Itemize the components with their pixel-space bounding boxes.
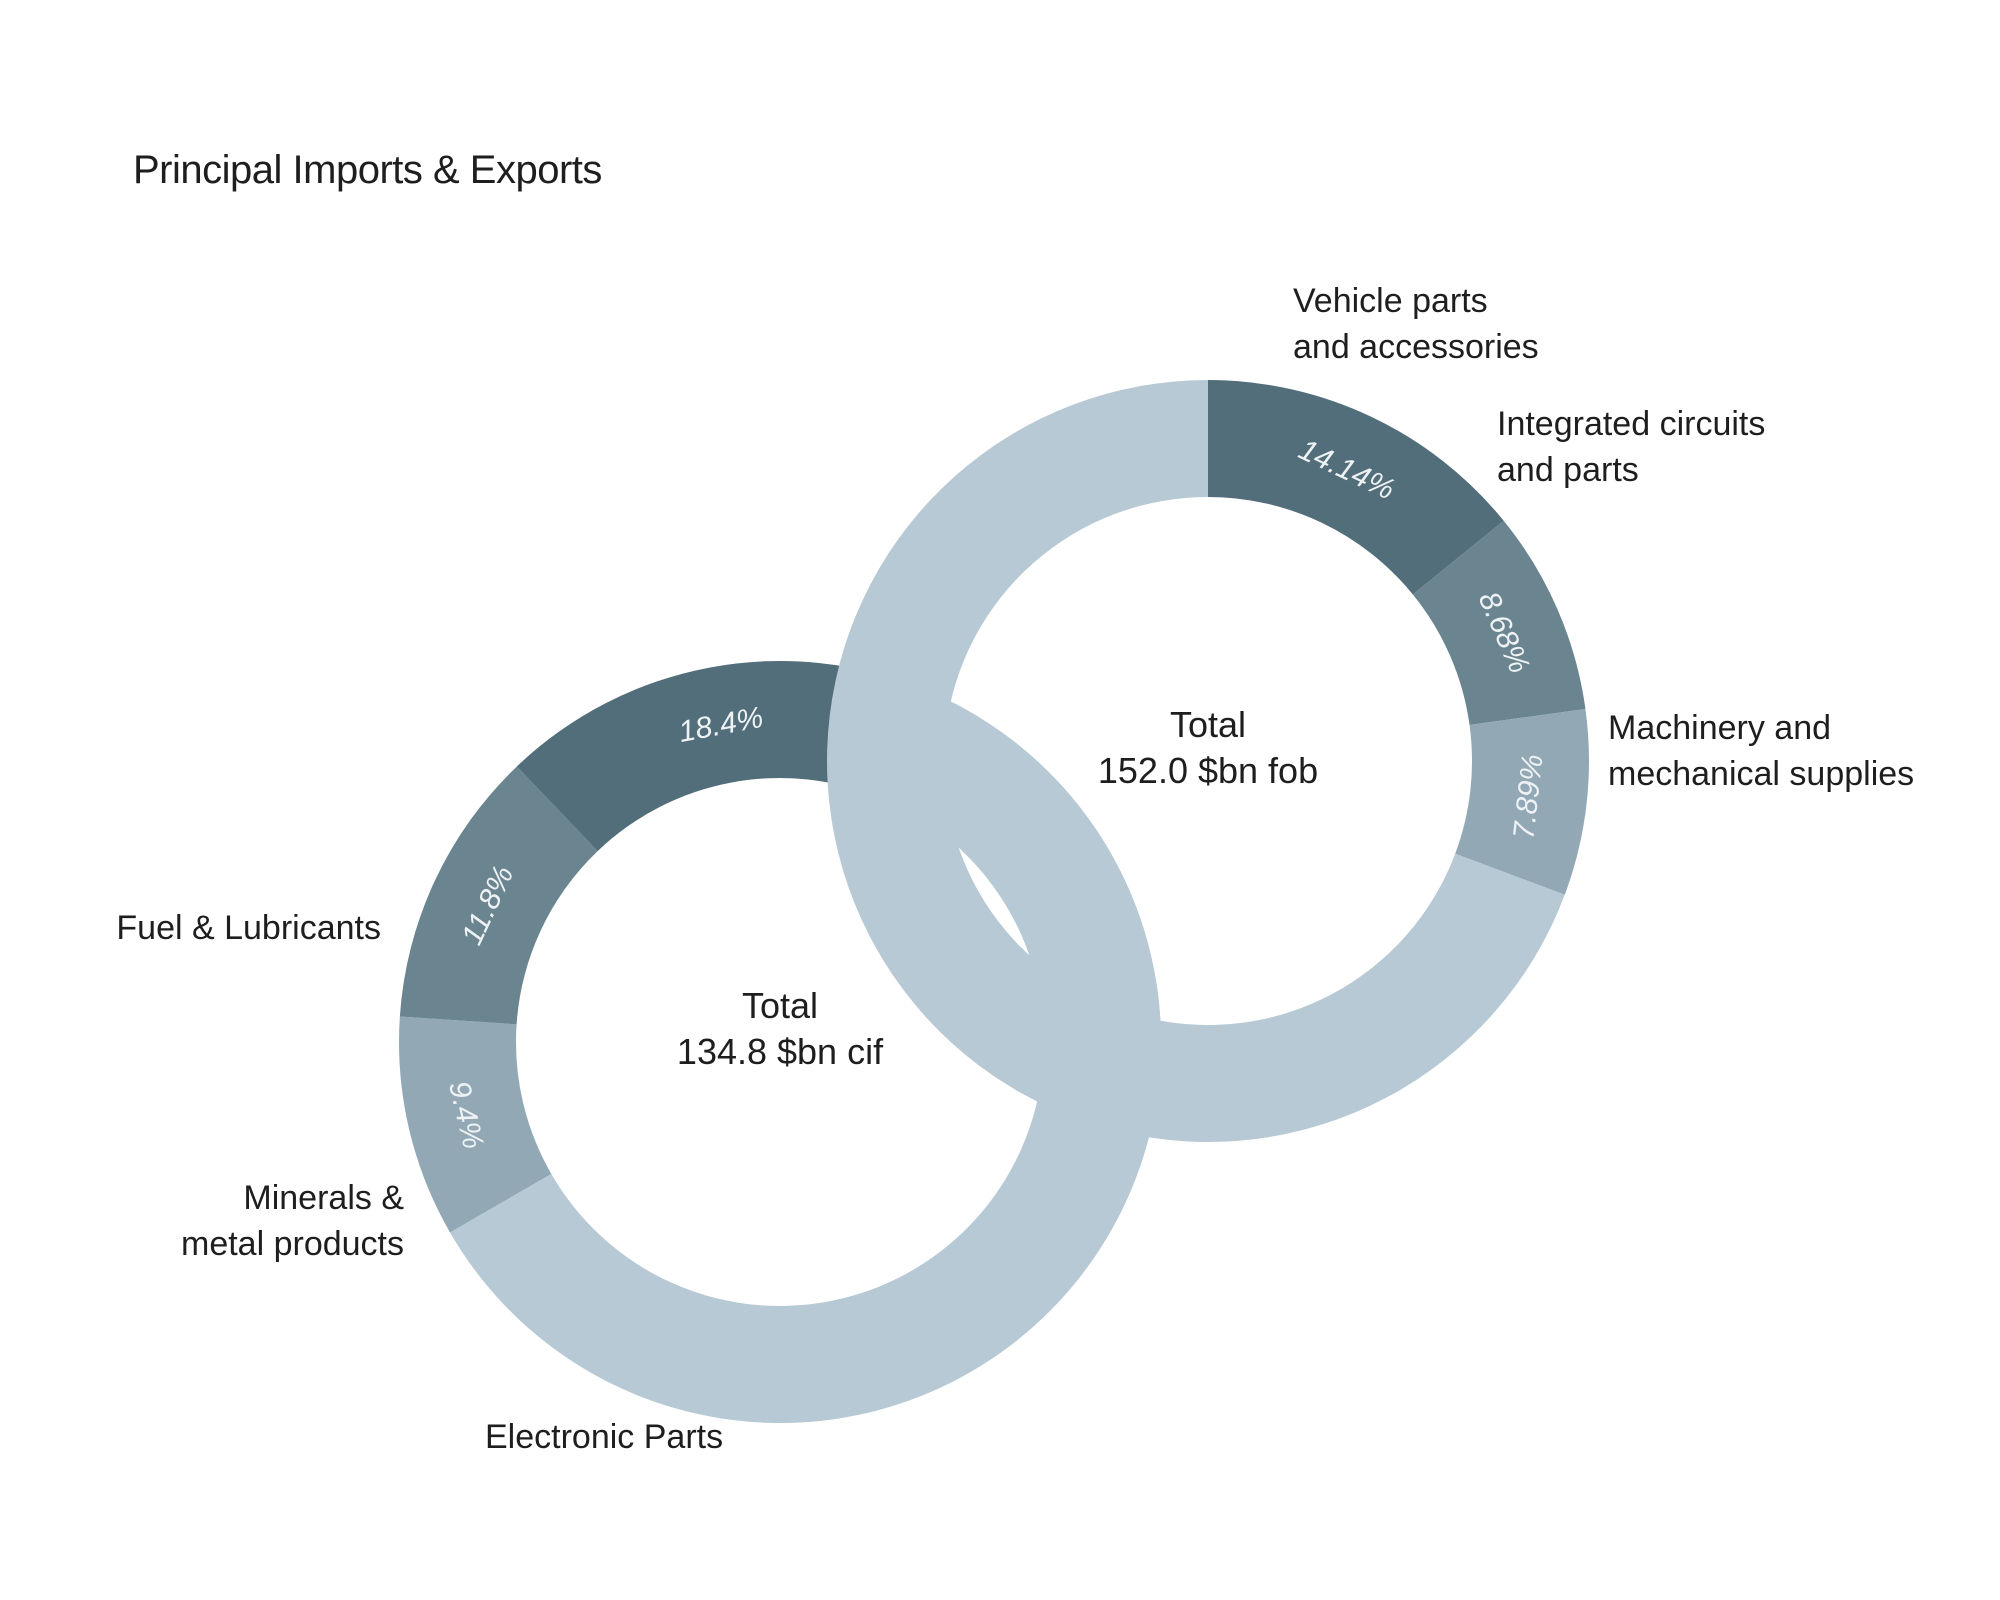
exports-slice-0 [1208, 380, 1504, 595]
imports-total-line-0: Total [742, 985, 818, 1026]
exports-category-label-2-line-1: mechanical supplies [1608, 755, 1914, 793]
exports-category-label-0: Vehicle parts and accessories [1293, 282, 1539, 366]
imports-slice-overlap [780, 982, 1161, 1423]
exports-category-label-0-line-0: Vehicle parts [1293, 282, 1488, 320]
exports-slice-2 [1455, 708, 1590, 895]
exports-total-line-1: 152.0 $bn fob [1098, 750, 1318, 791]
exports-category-label-1: Integrated circuits and parts [1497, 405, 1765, 489]
exports-category-label-1-line-1: and parts [1497, 451, 1639, 489]
imports-total-line-1: 134.8 $bn cif [677, 1031, 884, 1072]
exports-category-label-2: Machinery and mechanical supplies [1608, 709, 1914, 793]
exports-slice-1 [1412, 520, 1586, 725]
imports-slice-0 [398, 1016, 552, 1233]
imports-category-label-1-line-0: Minerals & [243, 1179, 404, 1217]
imports-category-label-0-line-0: Fuel & Lubricants [116, 909, 381, 947]
imports-slice-1 [399, 766, 598, 1025]
imports-slice-2 [516, 661, 927, 852]
exports-category-label-2-line-0: Machinery and [1608, 709, 1831, 747]
imports-donut-overlap [780, 982, 1161, 1423]
exports-slice-3 [827, 380, 1565, 1142]
exports-category-label-1-line-0: Integrated circuits [1497, 405, 1765, 443]
chart-title: Principal Imports & Exports [133, 148, 602, 192]
imports-total-label: Total 134.8 $bn cif [677, 985, 884, 1072]
exports-total-label: Total 152.0 $bn fob [1098, 704, 1318, 791]
chart-labels: 9.4%Fuel & Lubricants 11.8%Minerals & meta… [116, 282, 1914, 1456]
imports-category-label-2: Electronic Parts [485, 1418, 723, 1456]
imports-category-label-1: Minerals & metal products [181, 1179, 404, 1263]
imports-category-label-0: Fuel & Lubricants [116, 909, 381, 947]
exports-category-label-0-line-1: and accessories [1293, 328, 1539, 366]
imports-category-label-1-line-1: metal products [181, 1225, 404, 1263]
imports-category-label-2-line-0: Electronic Parts [485, 1418, 723, 1456]
exports-total-line-0: Total [1170, 704, 1246, 745]
exports-donut [827, 380, 1590, 1142]
